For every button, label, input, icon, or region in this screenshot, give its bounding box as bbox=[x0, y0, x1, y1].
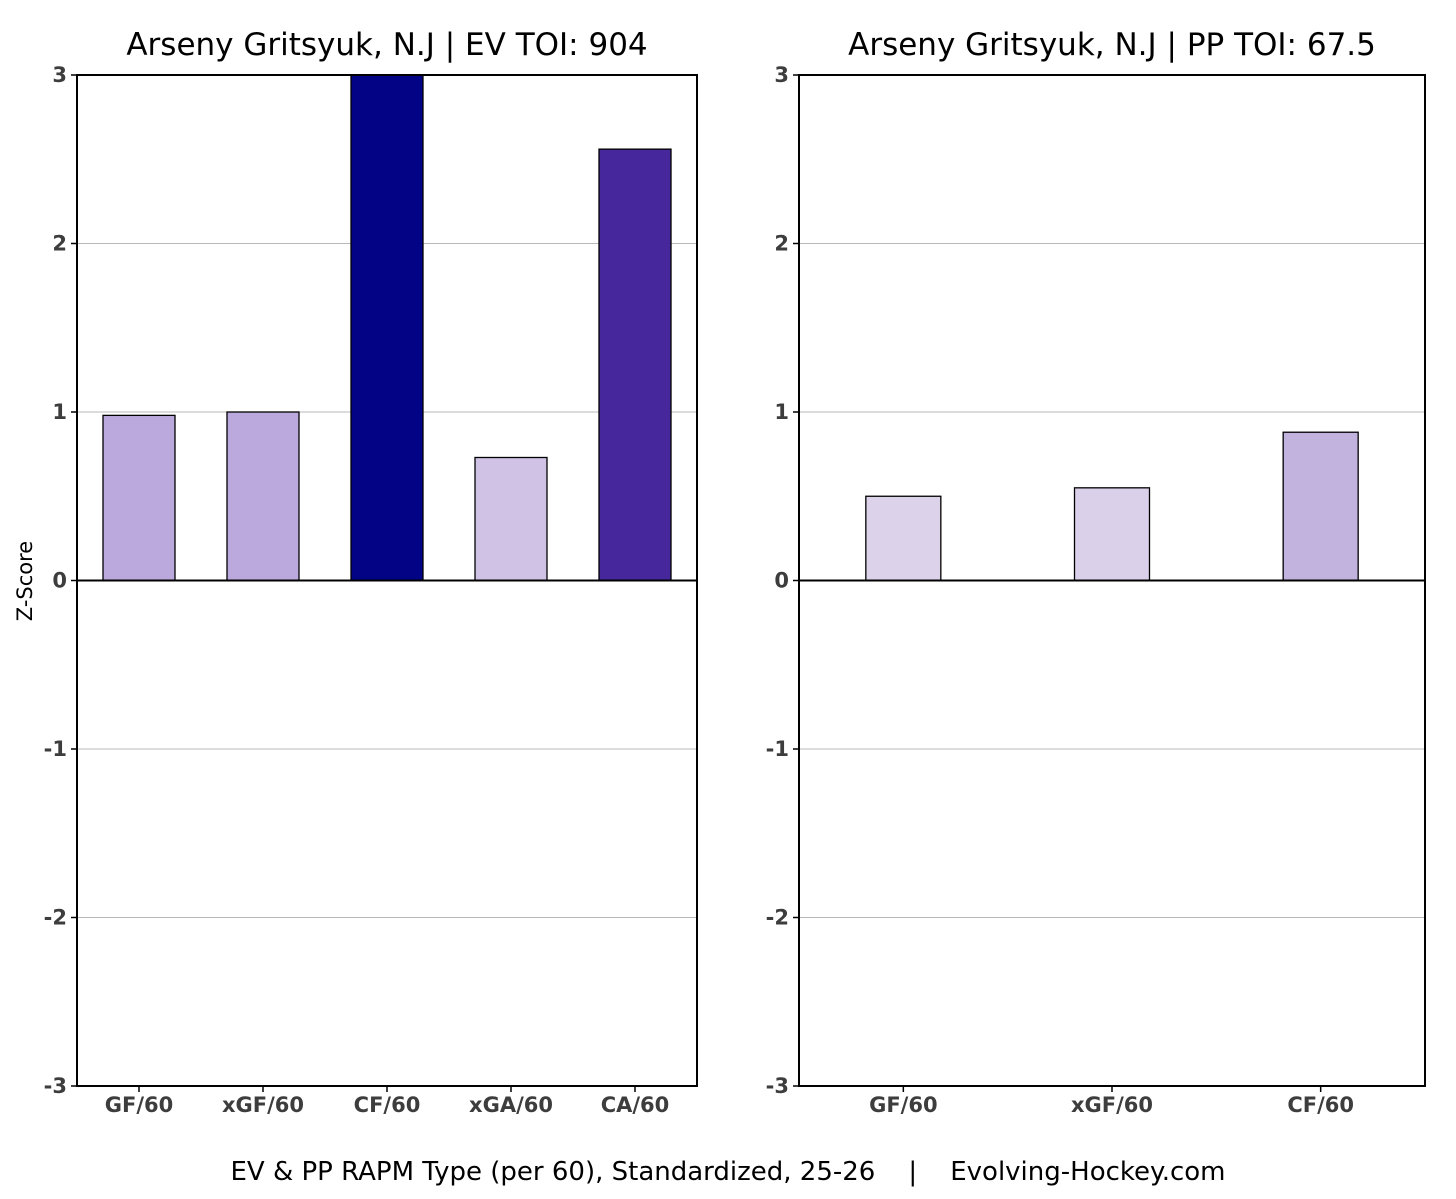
pp-x-ticks: GF/60 xGF/60 CF/60 bbox=[869, 1086, 1354, 1117]
ev-x-tick-label: GF/60 bbox=[105, 1093, 173, 1117]
pp-bar-xgf-per-60 bbox=[1073, 487, 1151, 582]
pp-bar-gf-per-60 bbox=[865, 495, 942, 582]
pp-y-tick-label: -1 bbox=[766, 737, 789, 761]
ev-x-tick-label: xGF/60 bbox=[222, 1093, 304, 1117]
pp-y-tick-label: 3 bbox=[774, 63, 789, 87]
pp-bar-cf-per-60 bbox=[1282, 431, 1359, 582]
ev-y-tick-label: -2 bbox=[44, 906, 67, 930]
figure-caption: EV & PP RAPM Type (per 60), Standardized… bbox=[230, 1157, 1225, 1187]
pp-gridlines bbox=[799, 243, 1425, 918]
ev-y-tick-label: 3 bbox=[52, 63, 67, 87]
ev-bar-cf-per-60 bbox=[350, 74, 424, 582]
pp-bars bbox=[865, 431, 1359, 582]
pp-x-tick-label: xGF/60 bbox=[1071, 1093, 1153, 1117]
pp-y-tick-label: 0 bbox=[774, 569, 789, 593]
pp-panel-title: Arseny Gritsyuk, N.J | PP TOI: 67.5 bbox=[848, 27, 1376, 63]
ev-panel-title: Arseny Gritsyuk, N.J | EV TOI: 904 bbox=[126, 27, 647, 63]
y-axis-label: Z-Score bbox=[13, 541, 37, 621]
ev-x-ticks: GF/60 xGF/60 CF/60 xGA/60 CA/60 bbox=[105, 1086, 670, 1117]
pp-y-tick-label: 1 bbox=[774, 400, 789, 424]
ev-x-tick-label: CF/60 bbox=[354, 1093, 421, 1117]
ev-y-tick-label: 0 bbox=[52, 569, 67, 593]
ev-bar-ca-per-60 bbox=[598, 148, 672, 582]
pp-y-tick-label: -3 bbox=[766, 1074, 789, 1098]
pp-panel: Arseny Gritsyuk, N.J | PP TOI: 67.5 3 2 1 0… bbox=[766, 27, 1426, 1117]
ev-bar-xga-per-60 bbox=[474, 456, 548, 582]
pp-y-ticks: 3 2 1 0 -1 -2 -3 bbox=[766, 63, 799, 1098]
ev-y-tick-label: 2 bbox=[52, 232, 67, 256]
ev-bar-gf-per-60 bbox=[102, 414, 176, 582]
ev-y-tick-label: -3 bbox=[44, 1074, 67, 1098]
ev-y-tick-label: -1 bbox=[44, 737, 67, 761]
ev-y-tick-label: 1 bbox=[52, 400, 67, 424]
ev-x-tick-label: xGA/60 bbox=[469, 1093, 553, 1117]
ev-y-ticks: 3 2 1 0 -1 -2 -3 bbox=[44, 63, 77, 1098]
ev-panel: Arseny Gritsyuk, N.J | EV TOI: 904 Z-Sco… bbox=[13, 27, 698, 1117]
pp-x-tick-label: GF/60 bbox=[869, 1093, 937, 1117]
pp-y-tick-label: -2 bbox=[766, 906, 789, 930]
pp-x-tick-label: CF/60 bbox=[1287, 1093, 1354, 1117]
ev-bar-xgf-per-60 bbox=[226, 411, 300, 582]
pp-y-tick-label: 2 bbox=[774, 232, 789, 256]
ev-x-tick-label: CA/60 bbox=[601, 1093, 670, 1117]
